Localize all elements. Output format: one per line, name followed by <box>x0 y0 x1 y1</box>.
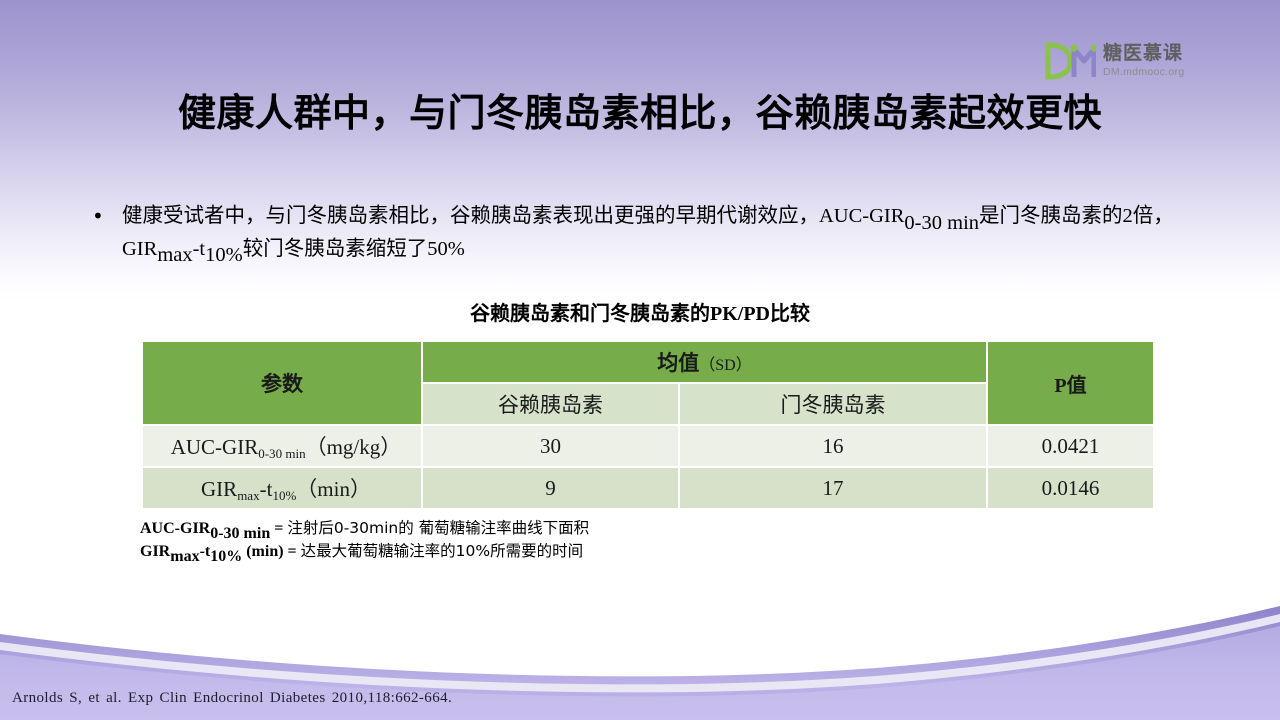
table-caption-cn: 谷赖胰岛素和门冬胰岛素的 <box>470 301 710 325</box>
footnote-gir-term2: -t <box>199 543 211 561</box>
row1-glulisine-value: 9 <box>423 468 678 508</box>
wave-band-bottom <box>0 626 1280 720</box>
footnote-auc: AUC-GIR0-30 min = 注射后0-30min的 葡萄糖输注率曲线下面… <box>140 517 590 543</box>
footnote-gir: GIRmax-t10% (min) = 达最大葡萄糖输注率的10%所需要的时间 <box>140 540 589 566</box>
bullet-paragraph: • 健康受试者中，与门冬胰岛素相比，谷赖胰岛素表现出更强的早期代谢效应，AUC-… <box>92 200 1242 266</box>
row1-p-value: 0.0146 <box>988 468 1153 508</box>
table-caption: 谷赖胰岛素和门冬胰岛素的PK/PD比较 <box>0 297 1280 326</box>
footnote-gir-subscript-max: max <box>170 548 200 566</box>
footnote-gir-subscript-10: 10% <box>210 548 243 566</box>
footnote-auc-subscript: 0-30 min <box>210 525 271 543</box>
row0-glulisine-value: 30 <box>423 426 678 466</box>
bullet-auc-subscript: 0-30 min <box>904 211 980 234</box>
row1-aspart-value: 17 <box>680 468 986 508</box>
table-footnotes: AUC-GIR0-30 min = 注射后0-30min的 葡萄糖输注率曲线下面… <box>140 517 590 566</box>
table-row: GIRmax-t10%（min） 9 17 0.0146 <box>143 468 1153 508</box>
footnote-gir-desc: 达最大葡萄糖输注率的10%所需要的时间 <box>300 542 584 561</box>
row1-param-sub: max <box>237 488 260 504</box>
wave-highlight-stripe <box>0 614 1280 693</box>
bullet-line2-e: 较门冬胰岛素缩短了 <box>242 235 428 260</box>
footnote-auc-desc: 注射后0-30min的 葡萄糖输注率曲线下面积 <box>287 519 590 537</box>
bullet-auc-term: AUC-GIR <box>819 205 905 227</box>
footnote-gir-equals: = <box>283 543 301 561</box>
row0-parameter: AUC-GIR0-30 min（mg/kg） <box>143 426 421 466</box>
row0-aspart-value: 16 <box>680 426 986 466</box>
footnote-auc-equals: = <box>270 520 288 537</box>
bullet-marker: • <box>92 204 104 228</box>
header-mean-sd: 均值（SD） <box>423 342 986 382</box>
header-sd-label: （SD） <box>699 357 752 374</box>
table-header-row-2: 谷赖胰岛素 门冬胰岛素 <box>143 384 1153 424</box>
brand-url: DM.mdmooc.org <box>1103 66 1185 79</box>
background-bottom-wave <box>0 606 1280 720</box>
bullet-line2-b: 倍， <box>1132 203 1174 227</box>
header-p-value: P值 <box>988 342 1153 424</box>
bullet-gir-subscript-10: 10% <box>205 244 243 267</box>
bullet-fold-number: 2 <box>1122 205 1133 227</box>
table-caption-cn2: 比较 <box>770 301 810 325</box>
row0-param-main: AUC-GIR <box>170 435 259 459</box>
row0-param-sub: 0-30 min <box>258 446 306 462</box>
header-glulisine: 谷赖胰岛素 <box>423 384 678 424</box>
page-title: 健康人群中，与门冬胰岛素相比，谷赖胰岛素起效更快 <box>177 91 1102 135</box>
bullet-gir-t: -t <box>192 237 206 260</box>
bullet-line2-a: 是门冬胰岛素的 <box>979 203 1123 227</box>
table-header-row-1: 参数 均值（SD） P值 <box>143 342 1153 424</box>
table-caption-latin: PK/PD <box>710 303 770 325</box>
footnote-gir-unit: (min) <box>242 543 284 561</box>
bullet-text: 健康受试者中，与门冬胰岛素相比，谷赖胰岛素表现出更强的早期代谢效应，AUC-GI… <box>92 200 1242 266</box>
pkpd-comparison-table: 参数 均值（SD） P值 谷赖胰岛素 门冬胰岛素 AUC-GIR0-30 min… <box>141 340 1155 510</box>
header-aspart: 门冬胰岛素 <box>680 384 986 424</box>
footnote-gir-term: GIR <box>140 543 171 561</box>
bullet-gir-term: GIR <box>122 237 158 260</box>
row1-param-sub2: 10% <box>272 488 297 504</box>
bullet-gir-subscript-max: max <box>157 244 193 267</box>
row1-param-main2: -t <box>259 477 273 501</box>
row1-parameter: GIRmax-t10%（min） <box>143 468 421 508</box>
row0-p-value: 0.0421 <box>988 426 1153 466</box>
dm-logo-icon <box>1045 42 1096 80</box>
header-mean-label: 均值 <box>657 351 700 375</box>
brand-logo: 糖医慕课 DM.mdmooc.org <box>1044 36 1244 86</box>
bullet-percent-value: 50% <box>427 237 465 260</box>
header-parameter: 参数 <box>143 342 421 424</box>
row0-param-unit: （mg/kg） <box>305 435 402 459</box>
footnote-auc-term: AUC-GIR <box>140 520 211 537</box>
table-row: AUC-GIR0-30 min（mg/kg） 30 16 0.0421 <box>143 426 1153 466</box>
row1-param-unit: （min） <box>296 477 371 501</box>
bullet-line1-text: 健康受试者中，与门冬胰岛素相比，谷赖胰岛素表现出更强的早期代谢效应， <box>122 203 819 227</box>
brand-name: 糖医慕课 <box>1103 42 1184 65</box>
row1-param-main: GIR <box>201 477 238 501</box>
source-citation: Arnolds S, et al. Exp Clin Endocrinol Di… <box>12 690 453 706</box>
